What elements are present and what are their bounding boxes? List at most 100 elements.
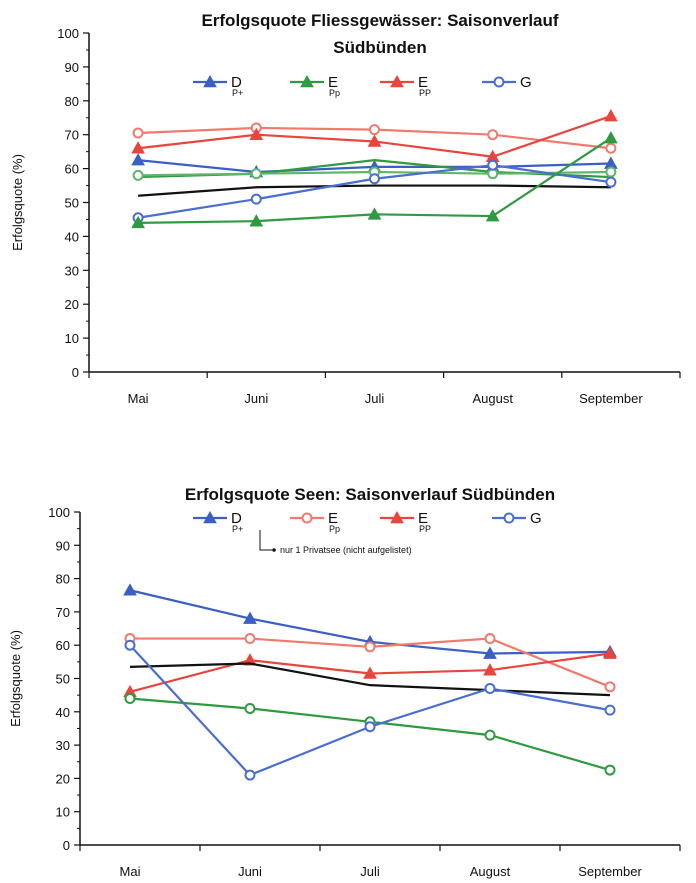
chart2-series-1-point — [123, 583, 137, 596]
chart2-legend-2-marker — [301, 512, 313, 524]
chart2-legend-2-label: E — [328, 510, 338, 527]
chart2-series-2-point — [244, 633, 256, 645]
chart1-y-tick-label: 40 — [65, 229, 79, 244]
chart1-series-2-point — [604, 109, 618, 122]
chart2-series-3-point — [603, 646, 617, 659]
chart1-y-tick-label: 80 — [65, 94, 79, 109]
chart1-x-tick-label: August — [472, 391, 513, 406]
chart1-legend-1-marker — [203, 74, 217, 88]
chart2-series-5-point — [244, 702, 256, 714]
chart2-series-5-point — [484, 729, 496, 741]
chart2-series-1-point — [243, 611, 257, 624]
chart1-y-tick-label: 0 — [72, 365, 79, 380]
chart-fliessgewaesser-svg: Erfolgsquote Fliessgewässer: Saisonverla… — [10, 11, 681, 406]
chart2-legend-4-marker — [503, 512, 515, 524]
chart2-x-tick-label: Juni — [238, 864, 262, 879]
chart-seen: Erfolgsquote Seen: Saisonverlauf Südbünd… — [0, 470, 696, 883]
chart2-legend-1-sublabel: P+ — [232, 524, 243, 534]
chart2-legend-4-label: G — [530, 510, 542, 527]
chart2-legend-2-sublabel: Pp — [329, 524, 340, 534]
chart2-series-3-point — [243, 653, 257, 666]
chart2-y-tick-label: 30 — [56, 738, 70, 753]
chart1-legend-2-sublabel: Pp — [329, 88, 340, 98]
chart2-series-3-point — [363, 666, 377, 679]
chart2-y-tick-label: 70 — [56, 605, 70, 620]
chart1-series-5-point — [132, 169, 144, 181]
chart2-series-6-point — [244, 769, 256, 781]
chart2-title-line-1: Erfolgsquote Seen: Saisonverlauf Südbünd… — [185, 485, 555, 504]
chart2-y-tick-label: 40 — [56, 705, 70, 720]
chart2-legend-1-marker — [203, 510, 217, 524]
chart2-y-tick-label: 60 — [56, 638, 70, 653]
chart1-legend-2-marker — [300, 74, 314, 88]
chart2-series-6-point — [124, 639, 136, 651]
chart2-x-tick-label: August — [470, 864, 511, 879]
chart1-series-7-point — [250, 193, 262, 205]
chart1-series-5-point — [250, 168, 262, 180]
chart2-y-tick-label: 100 — [48, 505, 70, 520]
chart1-series-2-point — [249, 127, 264, 140]
chart2-series-1-point — [483, 646, 497, 659]
chart1-legend-2-label: E — [328, 74, 338, 91]
chart2-legend-3-sublabel: PP — [419, 524, 431, 534]
chart1-series-8-point — [367, 207, 382, 220]
chart1-legend-4-label: G — [520, 74, 532, 91]
chart2-series-4-line — [129, 662, 611, 697]
chart2-y-tick-label: 20 — [56, 771, 70, 786]
chart1-series-7-point — [605, 176, 617, 188]
chart1-x-tick-label: Juli — [365, 391, 385, 406]
chart2-x-tick-label: Juli — [360, 864, 380, 879]
chart2-y-tick-label: 50 — [56, 672, 70, 687]
chart1-series-1-point — [132, 127, 144, 139]
chart1-y-tick-label: 20 — [65, 297, 79, 312]
chart2-note-dot — [272, 548, 276, 552]
chart2-y-tick-label: 80 — [56, 572, 70, 587]
chart1-series-2-point — [131, 141, 145, 154]
chart1-series-8-point — [604, 131, 618, 144]
chart1-legend-3-label: E — [418, 74, 428, 91]
chart2-series-6-point — [364, 721, 376, 733]
chart2-series-2-point — [364, 641, 376, 653]
chart2-series-5-point — [604, 764, 616, 776]
chart-fliessgewaesser: Erfolgsquote Fliessgewässer: Saisonverla… — [0, 0, 696, 420]
chart1-series-8-point — [131, 215, 145, 229]
chart2-note: nur 1 Privatsee (nicht aufgelistet) — [280, 545, 412, 555]
chart2-x-tick-label: Mai — [120, 864, 141, 879]
chart1-y-tick-label: 90 — [65, 60, 79, 75]
chart1-y-tick-label: 30 — [65, 263, 79, 278]
chart1-series-2-point — [367, 134, 382, 147]
chart-seen-svg: Erfolgsquote Seen: Saisonverlauf Südbünd… — [8, 485, 681, 879]
chart2-series-6-point — [604, 704, 616, 716]
chart2-series-5-line — [129, 697, 611, 772]
chart1-series-5-point — [605, 166, 617, 178]
chart1-x-tick-label: Mai — [128, 391, 149, 406]
chart2-series-3-point — [483, 663, 497, 676]
chart2-legend-3-marker — [390, 510, 404, 524]
chart2-x-tick-label: September — [578, 864, 642, 879]
chart2-series-5-point — [124, 692, 136, 704]
chart1-series-1-point — [487, 129, 499, 141]
chart1-series-1-point — [605, 142, 617, 154]
chart1-legend-4-marker — [493, 76, 505, 88]
chart2-y-tick-label: 10 — [56, 805, 70, 820]
chart1-y-tick-label: 70 — [65, 128, 79, 143]
chart1-series-7-point — [487, 159, 499, 171]
chart1-title-line-2: Südbünden — [333, 38, 426, 57]
chart1-series-6-line — [138, 184, 611, 197]
chart2-y-tick-label: 90 — [56, 538, 70, 553]
chart2-y-axis-label: Erfolgsquote (%) — [8, 630, 23, 727]
chart1-legend-1-sublabel: P+ — [232, 88, 243, 98]
chart1-legend-1-label: D — [231, 74, 242, 91]
chart2-legend-1-label: D — [231, 510, 242, 527]
chart2-y-tick-label: 0 — [63, 838, 70, 853]
chart1-y-tick-label: 10 — [65, 331, 79, 346]
chart1-series-8-point — [485, 209, 500, 222]
chart1-legend-3-marker — [390, 74, 404, 88]
chart1-title-line-1: Erfolgsquote Fliessgewässer: Saisonverla… — [201, 11, 558, 30]
chart1-y-axis-label: Erfolgsquote (%) — [10, 154, 25, 251]
chart1-series-3-point — [131, 153, 145, 166]
chart2-series-6-point — [484, 682, 496, 694]
chart1-y-tick-label: 60 — [65, 162, 79, 177]
chart1-legend-3-sublabel: PP — [419, 88, 431, 98]
chart2-legend-3-label: E — [418, 510, 428, 527]
